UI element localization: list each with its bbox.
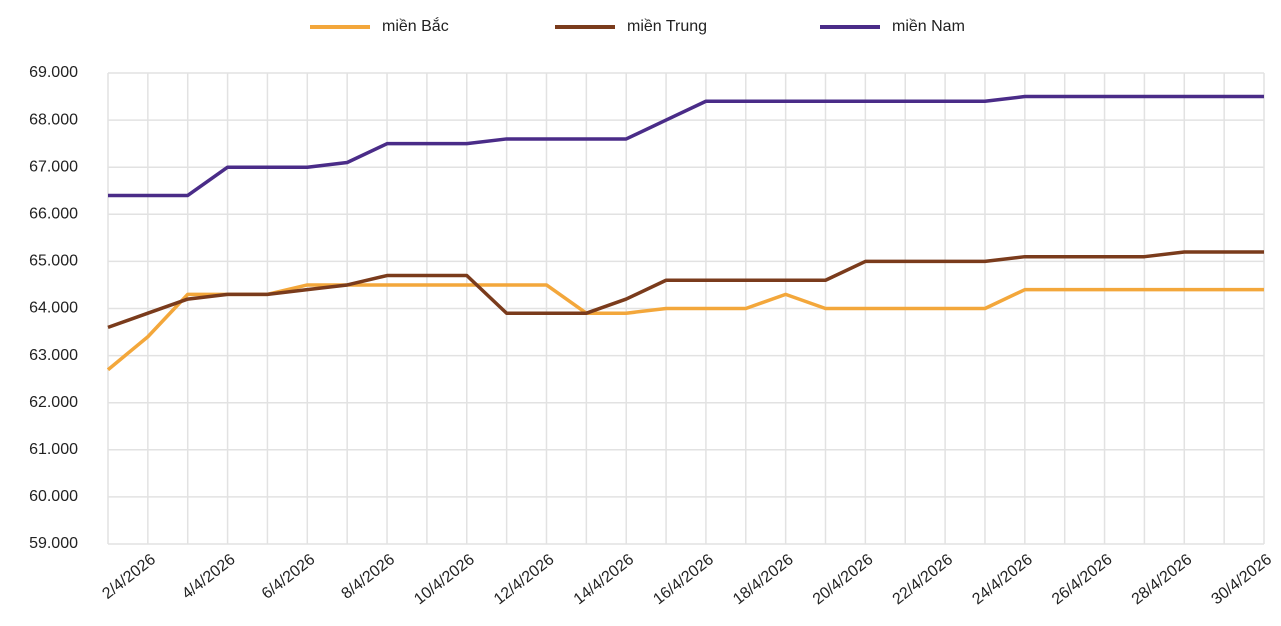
x-tick-label: 10/4/2026	[411, 551, 478, 608]
y-tick-label: 64.000	[29, 300, 78, 317]
y-tick-label: 63.000	[29, 347, 78, 364]
y-tick-label: 60.000	[29, 488, 78, 505]
y-tick-label: 65.000	[29, 253, 78, 270]
legend-label: miền Bắc	[382, 16, 449, 35]
x-tick-label: 16/4/2026	[650, 551, 717, 608]
x-tick-label: 20/4/2026	[810, 551, 877, 608]
y-tick-label: 61.000	[29, 441, 78, 458]
legend-label: miền Nam	[892, 18, 965, 35]
y-tick-label: 67.000	[29, 158, 78, 175]
y-tick-label: 68.000	[29, 111, 78, 128]
x-tick-label: 18/4/2026	[730, 551, 797, 608]
x-tick-label: 4/4/2026	[179, 551, 239, 603]
x-tick-label: 24/4/2026	[969, 551, 1036, 608]
y-tick-label: 66.000	[29, 206, 78, 223]
line-series	[106, 283, 1264, 372]
x-tick-label: 14/4/2026	[571, 551, 638, 608]
x-tick-label: 6/4/2026	[259, 551, 319, 603]
y-tick-label: 59.000	[29, 535, 78, 552]
x-tick-label: 8/4/2026	[339, 551, 399, 603]
y-tick-label: 69.000	[29, 64, 78, 81]
legend-label: miền Trung	[627, 18, 707, 35]
line-series	[107, 250, 1264, 329]
line-series	[108, 94, 1264, 198]
x-tick-label: 2/4/2026	[99, 551, 159, 603]
x-tick-label: 26/4/2026	[1049, 551, 1116, 608]
y-tick-label: 62.000	[29, 394, 78, 411]
x-tick-label: 22/4/2026	[890, 551, 957, 608]
x-tick-label: 28/4/2026	[1129, 551, 1196, 608]
x-tick-label: 12/4/2026	[491, 551, 558, 608]
x-tick-label: 30/4/2026	[1208, 551, 1275, 608]
